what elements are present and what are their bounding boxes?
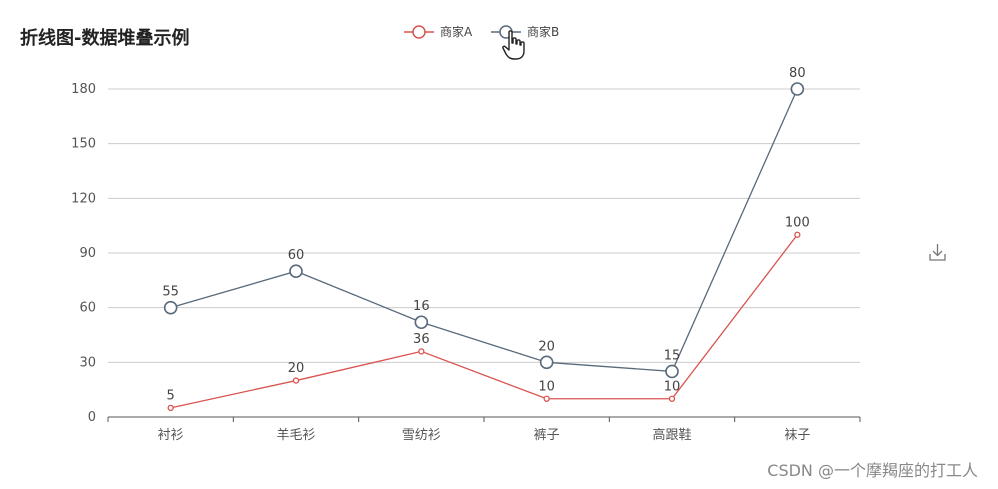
data-point-b [414, 315, 429, 330]
y-tick-label: 90 [79, 246, 96, 261]
data-point-b [539, 355, 554, 370]
download-icon[interactable] [929, 244, 946, 261]
data-label: 10 [664, 379, 681, 394]
data-point-b [163, 300, 178, 315]
x-tick-label: 裤子 [534, 428, 560, 443]
data-label: 16 [413, 299, 430, 314]
legend-marker-series-a [412, 25, 426, 39]
y-axis-ticks: 0 30 60 90 120 150 180 [71, 82, 96, 425]
data-label: 10 [538, 379, 555, 394]
pointer-hand-icon [502, 30, 525, 60]
data-label: 5 [167, 388, 175, 403]
data-label: 60 [288, 248, 305, 263]
series-line-b [170, 88, 798, 373]
y-tick-label: 30 [79, 355, 96, 370]
y-tick-label: 60 [79, 301, 96, 316]
data-point-a [167, 404, 174, 412]
data-point-b [790, 82, 805, 96]
data-label: 100 [785, 215, 810, 230]
x-tick-label: 雪纺衫 [402, 428, 441, 443]
y-tick-label: 120 [71, 191, 96, 206]
x-tick-label: 衬衫 [158, 428, 184, 443]
data-label: 36 [413, 332, 430, 347]
data-point-a [794, 231, 801, 238]
y-tick-label: 180 [71, 82, 96, 97]
legend-label-series-b: 商家B [527, 24, 559, 39]
grid-lines [108, 88, 860, 363]
y-tick-label: 150 [71, 137, 96, 152]
legend: 商家A 商家B [404, 24, 559, 39]
data-label: 80 [789, 66, 806, 81]
data-point-a [668, 395, 676, 402]
data-point-a [292, 377, 300, 384]
legend-label-series-a: 商家A [440, 24, 473, 39]
data-point-a [543, 395, 550, 402]
data-point-a [418, 348, 425, 355]
series-lines: 5 20 36 10 10 100 55 60 16 20 15 80 [162, 66, 810, 412]
data-point-b [665, 364, 679, 379]
y-tick-label: 0 [88, 410, 96, 425]
chart-title: 折线图-数据堆叠示例 [20, 27, 189, 49]
x-tick-label: 高跟鞋 [652, 427, 691, 443]
legend-item-series-a[interactable]: 商家A [404, 24, 473, 39]
x-tick-label: 羊毛衫 [276, 427, 315, 443]
data-point-b [289, 264, 303, 279]
x-axis: 衬衫 羊毛衫 雪纺衫 裤子 高跟鞋 袜子 [107, 416, 861, 443]
data-label: 20 [288, 361, 305, 376]
data-label: 55 [162, 285, 179, 300]
data-label: 15 [664, 348, 681, 363]
legend-item-series-b[interactable]: 商家B [491, 24, 559, 39]
series-line-a [170, 234, 798, 409]
x-tick-label: 袜子 [784, 428, 810, 443]
data-label: 20 [538, 339, 555, 354]
watermark: CSDN @一个摩羯座的打工人 [767, 461, 978, 480]
